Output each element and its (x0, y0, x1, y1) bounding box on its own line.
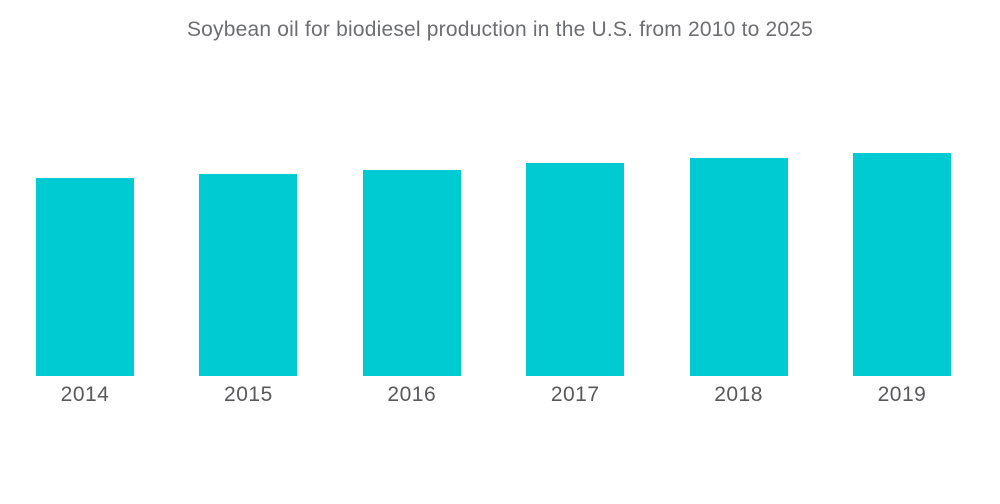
x-tick-label-2018: 2018 (714, 383, 763, 406)
x-tick-label-2019: 2019 (877, 383, 927, 406)
x-tick-label-2014: 2014 (60, 383, 110, 406)
x-tick-label-2017: 2017 (550, 383, 600, 406)
bar-2014 (36, 178, 134, 376)
bar-2018 (689, 158, 788, 376)
x-tick-label-2016: 2016 (387, 383, 437, 406)
chart-title: Soybean oil for biodiesel production in … (186, 18, 814, 41)
bar-2019 (852, 153, 951, 376)
bar-2017 (526, 163, 625, 376)
x-axis: 2014 2015 2016 2017 2018 2019 (36, 383, 951, 407)
bar-2015 (199, 174, 298, 376)
plot-area (36, 0, 951, 376)
x-tick-label-2015: 2015 (224, 383, 273, 406)
bar-2016 (362, 170, 461, 376)
